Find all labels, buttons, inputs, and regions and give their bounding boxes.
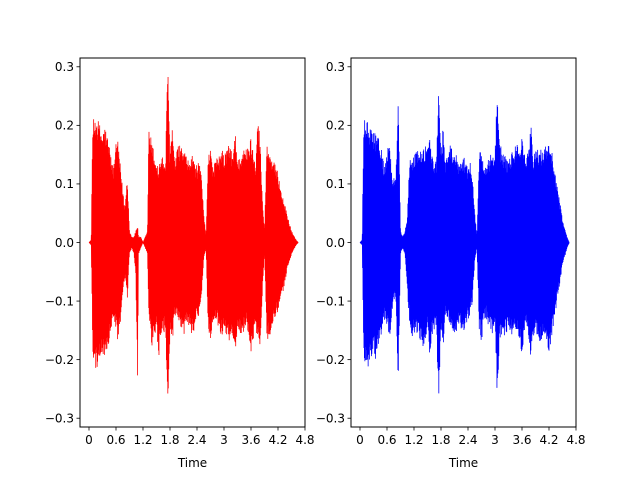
- waveform-series-1: [88, 76, 299, 394]
- y-tick-label: 0.3: [55, 60, 74, 74]
- x-tick-label: 3: [220, 433, 228, 447]
- x-tick-label: 3: [491, 433, 499, 447]
- y-tick-label: 0.2: [326, 119, 345, 133]
- y-tick-label: −0.3: [316, 412, 345, 426]
- x-tick-label: 0.6: [106, 433, 125, 447]
- y-tick-label: −0.2: [45, 353, 74, 367]
- x-tick-label: 4.8: [295, 433, 314, 447]
- x-tick-label: 1.8: [431, 433, 450, 447]
- y-tick-label: −0.1: [316, 294, 345, 308]
- x-tick-label: 2.4: [458, 433, 477, 447]
- x-tick-label: 0.6: [377, 433, 396, 447]
- y-tick-label: 0.1: [55, 177, 74, 191]
- x-tick-label: 1.2: [404, 433, 423, 447]
- y-tick-label: −0.3: [45, 412, 74, 426]
- x-tick-label: 2.4: [187, 433, 206, 447]
- x-axis-label: Time: [177, 456, 207, 470]
- y-tick-label: 0.0: [55, 236, 74, 250]
- chart-panel-2: −0.3 −0.2 −0.1 0.0 0.1 0.2 0.3 0 0.6 1.2 1.8 2.4 3 3.…: [316, 57, 586, 470]
- x-tick-label: 4.2: [268, 433, 287, 447]
- x-tick-label: 0: [85, 433, 93, 447]
- x-axis-label: Time: [448, 456, 478, 470]
- y-tick-label: 0.1: [326, 177, 345, 191]
- y-tick-label: 0.2: [55, 119, 74, 133]
- y-tick-label: 0.0: [326, 236, 345, 250]
- x-tick-label: 3.6: [512, 433, 531, 447]
- y-tick-label: 0.3: [326, 60, 345, 74]
- y-tick-label: −0.2: [316, 353, 345, 367]
- x-tick-label: 0: [356, 433, 364, 447]
- x-tick-label: 4.8: [566, 433, 585, 447]
- y-tick-label: −0.1: [45, 294, 74, 308]
- x-tick-label: 1.2: [133, 433, 152, 447]
- waveform-series-1: [359, 96, 570, 394]
- x-tick-label: 1.8: [160, 433, 179, 447]
- chart-panel-1: −0.3 −0.2 −0.1 0.0 0.1 0.2 0.3 0 0.6 1.2 1.8 2.4 3 3.…: [45, 57, 315, 470]
- x-tick-label: 3.6: [241, 433, 260, 447]
- x-tick-label: 4.2: [539, 433, 558, 447]
